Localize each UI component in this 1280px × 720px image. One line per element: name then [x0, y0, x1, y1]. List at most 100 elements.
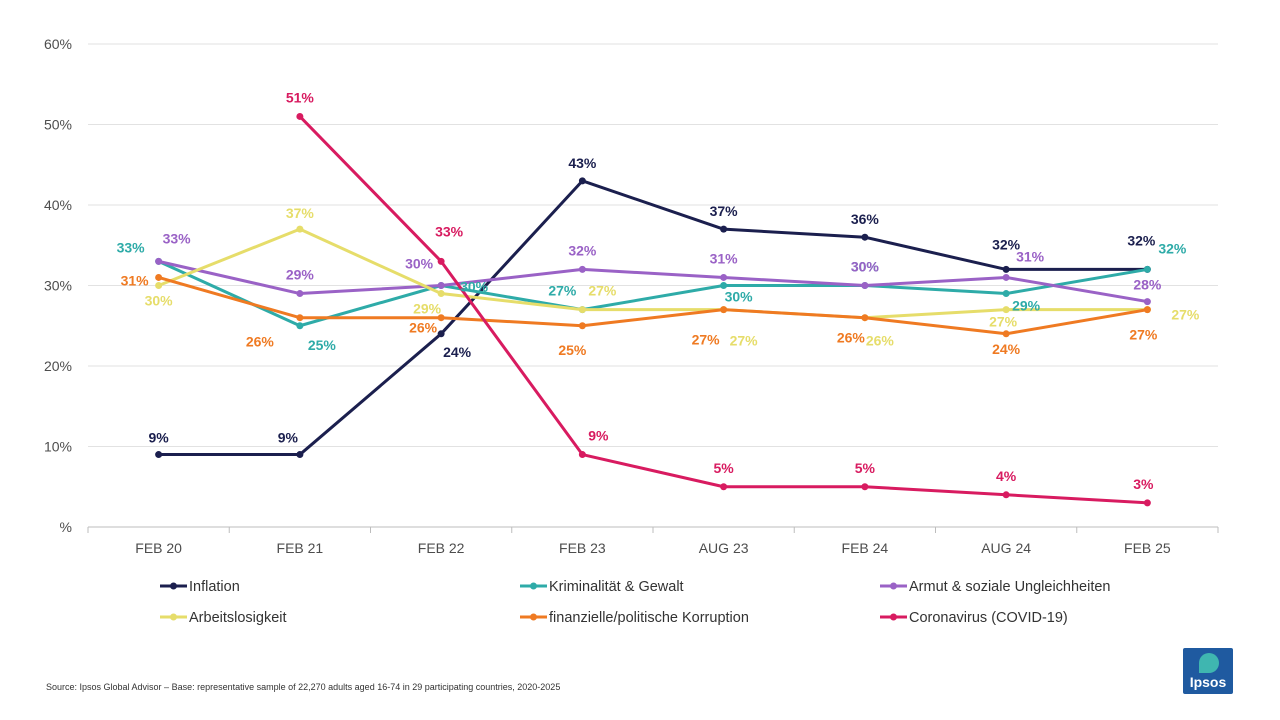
series-line-3 — [158, 227, 1148, 320]
series-line-0 — [158, 179, 1148, 457]
series-line-2 — [158, 259, 1148, 304]
data-point — [1002, 330, 1010, 338]
x-tick-label: FEB 25 — [1124, 540, 1171, 556]
data-label: 32% — [568, 242, 597, 258]
data-label: 29% — [413, 301, 442, 317]
data-point — [155, 282, 163, 289]
data-label: 9% — [278, 430, 299, 446]
data-label: 31% — [1016, 248, 1045, 264]
data-point — [861, 282, 869, 289]
data-point — [1002, 491, 1010, 499]
data-label: 4% — [996, 468, 1017, 484]
data-label: 30% — [851, 259, 880, 275]
data-point — [861, 233, 869, 241]
data-point — [437, 282, 445, 289]
data-point — [437, 257, 445, 265]
data-label: 25% — [558, 342, 587, 358]
data-point — [720, 306, 728, 314]
data-point — [720, 483, 728, 491]
x-tick-label: AUG 24 — [981, 540, 1031, 556]
data-label: 33% — [117, 239, 146, 255]
data-label: 24% — [443, 344, 472, 360]
data-point — [155, 257, 163, 265]
data-point — [720, 273, 728, 281]
source-note: Source: Ipsos Global Advisor – Base: rep… — [46, 682, 561, 692]
x-tick-label: FEB 21 — [277, 540, 324, 556]
data-label: 26% — [409, 320, 438, 336]
ipsos-logo: Ipsos — [1183, 648, 1233, 694]
y-tick-label: % — [60, 519, 72, 535]
legend-marker — [170, 582, 177, 590]
data-label: 30% — [460, 279, 489, 295]
legend-label: Armut & soziale Ungleichheiten — [909, 579, 1111, 595]
data-label: 30% — [145, 293, 174, 309]
data-label: 30% — [405, 256, 434, 272]
legend-label: Kriminalität & Gewalt — [549, 579, 684, 595]
data-label: 32% — [1158, 240, 1187, 256]
data-label: 24% — [992, 341, 1021, 357]
y-tick-label: 50% — [44, 117, 72, 133]
data-point — [1143, 499, 1151, 507]
data-label: 3% — [1133, 476, 1154, 492]
legend-marker — [530, 613, 537, 621]
data-label: 5% — [855, 460, 876, 476]
data-label: 27% — [730, 333, 759, 349]
data-label: 27% — [692, 332, 721, 348]
data-point — [296, 322, 304, 330]
data-point — [437, 314, 445, 322]
data-point — [437, 330, 445, 338]
data-point — [296, 290, 304, 298]
data-label: 9% — [149, 430, 170, 446]
data-point — [578, 322, 586, 330]
data-label: 26% — [246, 334, 275, 350]
data-point — [1143, 265, 1151, 273]
data-label: 32% — [992, 236, 1021, 252]
legend-label: Arbeitslosigkeit — [189, 610, 287, 626]
y-tick-label: 20% — [44, 358, 72, 374]
data-point — [578, 306, 586, 314]
data-label: 32% — [1127, 232, 1156, 248]
data-point — [1002, 265, 1010, 273]
x-tick-label: FEB 23 — [559, 540, 606, 556]
logo-mark-icon — [1199, 653, 1219, 673]
legend-label: Inflation — [189, 579, 240, 595]
data-label: 27% — [989, 314, 1018, 330]
data-label: 27% — [1129, 327, 1158, 343]
x-tick-label: FEB 24 — [842, 540, 889, 556]
data-label: 26% — [837, 330, 866, 346]
data-point — [296, 225, 304, 233]
data-point — [578, 451, 586, 459]
logo-text: Ipsos — [1189, 674, 1227, 690]
data-label: 27% — [588, 283, 617, 299]
data-label: 33% — [163, 230, 192, 246]
data-label: 31% — [121, 272, 150, 288]
series-line-4 — [158, 276, 1148, 336]
data-point — [578, 265, 586, 273]
data-point — [155, 273, 163, 281]
data-label: 29% — [1012, 298, 1041, 314]
data-point — [437, 290, 445, 298]
y-tick-label: 30% — [44, 278, 72, 294]
legend-label: Coronavirus (COVID-19) — [909, 610, 1068, 626]
data-point — [720, 225, 728, 233]
data-point — [1002, 273, 1010, 281]
data-label: 27% — [548, 283, 577, 299]
data-label: 31% — [710, 250, 739, 266]
data-label: 25% — [308, 337, 337, 353]
data-label: 37% — [710, 203, 739, 219]
y-tick-label: 40% — [44, 197, 72, 213]
data-label: 9% — [588, 428, 609, 444]
legend-label: finanzielle/politische Korruption — [549, 610, 749, 626]
data-label: 30% — [725, 289, 754, 305]
x-tick-label: AUG 23 — [699, 540, 749, 556]
data-point — [1143, 306, 1151, 314]
data-point — [720, 282, 728, 289]
data-label: 26% — [866, 333, 895, 349]
data-label: 51% — [286, 89, 315, 105]
data-label: 36% — [851, 211, 880, 227]
data-label: 29% — [286, 267, 315, 283]
data-point — [296, 112, 304, 120]
y-tick-label: 10% — [44, 439, 72, 455]
legend-marker — [890, 613, 897, 621]
